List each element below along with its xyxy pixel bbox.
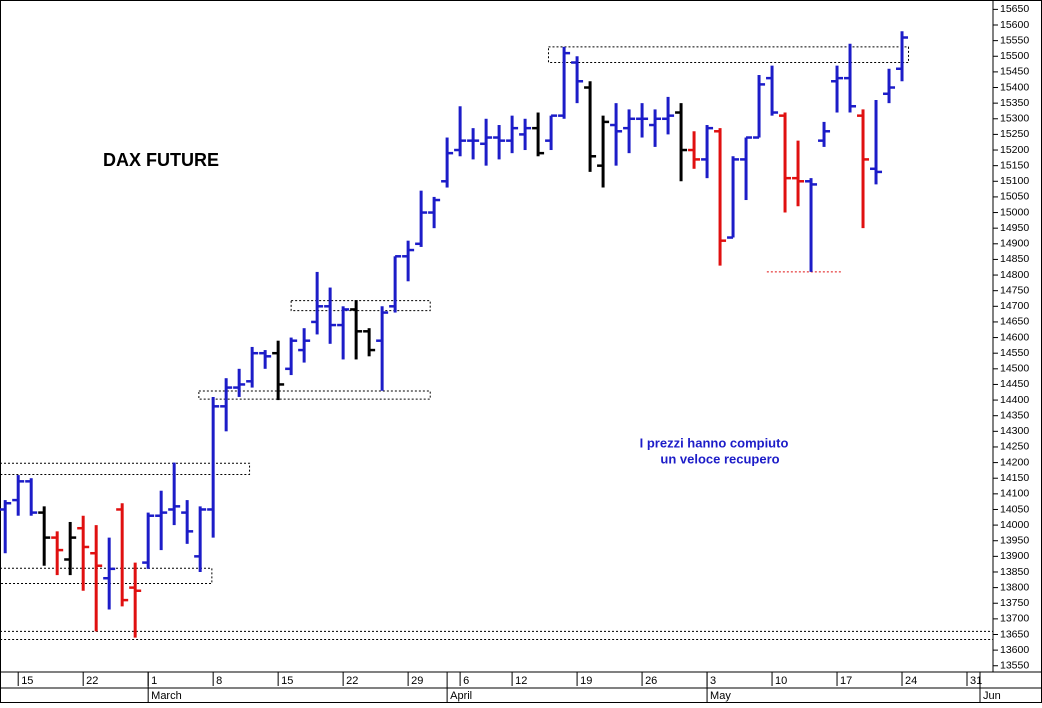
x-tick-label: 26 <box>645 675 657 687</box>
x-tick-label: 6 <box>463 675 469 687</box>
month-label: May <box>710 690 731 702</box>
x-tick-label: 12 <box>515 675 527 687</box>
y-tick-label: 13850 <box>1000 566 1029 578</box>
y-tick-label: 15150 <box>1000 159 1029 171</box>
x-tick-label: 19 <box>580 675 592 687</box>
x-tick-label: 17 <box>840 675 852 687</box>
y-tick-label: 14250 <box>1000 441 1029 453</box>
y-tick-label: 14300 <box>1000 425 1029 437</box>
x-tick-label: 22 <box>86 675 98 687</box>
y-tick-label: 14650 <box>1000 316 1029 328</box>
y-tick-label: 13650 <box>1000 628 1029 640</box>
y-tick-label: 14850 <box>1000 253 1029 265</box>
zone <box>0 567 213 585</box>
y-tick-label: 14550 <box>1000 347 1029 359</box>
y-tick-label: 14450 <box>1000 378 1029 390</box>
annotation: I prezzi hanno compiuto <box>640 435 789 450</box>
x-tick-label: 3 <box>710 675 716 687</box>
y-tick-label: 15100 <box>1000 175 1029 187</box>
y-tick-label: 14200 <box>1000 456 1029 468</box>
y-tick-label: 15250 <box>1000 128 1029 140</box>
y-tick-label: 13800 <box>1000 581 1029 593</box>
zone <box>547 46 910 64</box>
y-tick-label: 13700 <box>1000 613 1029 625</box>
x-tick-label: 24 <box>905 675 917 687</box>
y-tick-label: 15200 <box>1000 144 1029 156</box>
y-tick-label: 13950 <box>1000 535 1029 547</box>
y-tick-label: 14600 <box>1000 331 1029 343</box>
x-tick-label: 8 <box>216 675 222 687</box>
zone <box>0 462 251 475</box>
y-tick-label: 14400 <box>1000 394 1029 406</box>
annotation: un veloce recupero <box>660 451 779 466</box>
y-tick-label: 13550 <box>1000 660 1029 672</box>
y-tick-label: 15300 <box>1000 113 1029 125</box>
month-label: April <box>450 690 472 702</box>
y-tick-label: 15600 <box>1000 19 1029 31</box>
y-tick-label: 15500 <box>1000 50 1029 62</box>
x-tick-label: 31 <box>970 675 982 687</box>
y-tick-label: 14500 <box>1000 363 1029 375</box>
y-tick-label: 15550 <box>1000 34 1029 46</box>
month-label: March <box>151 690 182 702</box>
chart-title: DAX FUTURE <box>103 150 219 170</box>
zone <box>290 300 431 312</box>
y-tick-label: 14050 <box>1000 503 1029 515</box>
y-tick-label: 14950 <box>1000 222 1029 234</box>
y-tick-label: 15050 <box>1000 191 1029 203</box>
y-tick-label: 13750 <box>1000 597 1029 609</box>
y-tick-label: 15450 <box>1000 66 1029 78</box>
x-tick-label: 22 <box>346 675 358 687</box>
month-label: Jun <box>983 690 1001 702</box>
y-tick-label: 15650 <box>1000 3 1029 15</box>
y-tick-label: 15350 <box>1000 97 1029 109</box>
x-tick-label: 15 <box>281 675 293 687</box>
y-tick-label: 15000 <box>1000 206 1029 218</box>
y-tick-label: 14900 <box>1000 238 1029 250</box>
y-tick-label: 14350 <box>1000 409 1029 421</box>
y-tick-label: 13900 <box>1000 550 1029 562</box>
x-tick-label: 15 <box>21 675 33 687</box>
y-tick-label: 14800 <box>1000 269 1029 281</box>
x-tick-label: 1 <box>151 675 157 687</box>
y-tick-label: 14150 <box>1000 472 1029 484</box>
y-tick-label: 14750 <box>1000 284 1029 296</box>
y-tick-label: 14000 <box>1000 519 1029 531</box>
x-tick-label: 10 <box>775 675 787 687</box>
y-tick-label: 14100 <box>1000 488 1029 500</box>
y-tick-label: 14700 <box>1000 300 1029 312</box>
zone <box>0 630 994 640</box>
y-tick-label: 13600 <box>1000 644 1029 656</box>
x-tick-label: 29 <box>411 675 423 687</box>
y-tick-label: 15400 <box>1000 81 1029 93</box>
